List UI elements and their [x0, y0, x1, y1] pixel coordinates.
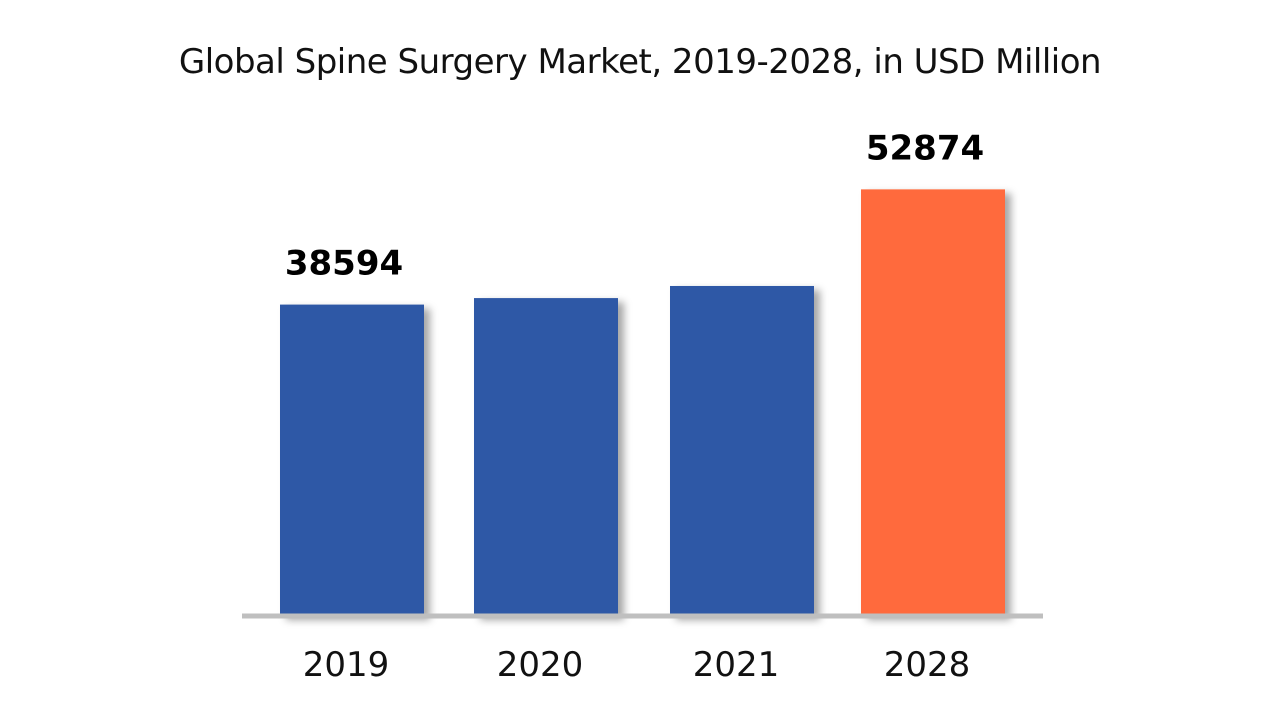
- data-label-2028: 52874: [866, 128, 984, 168]
- x-tick-label-2028: 2028: [884, 645, 971, 685]
- bar-2021: [670, 285, 814, 616]
- chart-title: Global Spine Surgery Market, 2019-2028, …: [178, 42, 1102, 82]
- data-label-2019: 38594: [285, 244, 403, 284]
- bar-2019: [280, 304, 424, 616]
- x-tick-label-2020: 2020: [497, 645, 584, 685]
- bar-2020: [474, 298, 618, 616]
- bar-2028: [861, 189, 1005, 616]
- x-tick-label-2021: 2021: [693, 645, 780, 685]
- x-tick-label-2019: 2019: [303, 645, 390, 685]
